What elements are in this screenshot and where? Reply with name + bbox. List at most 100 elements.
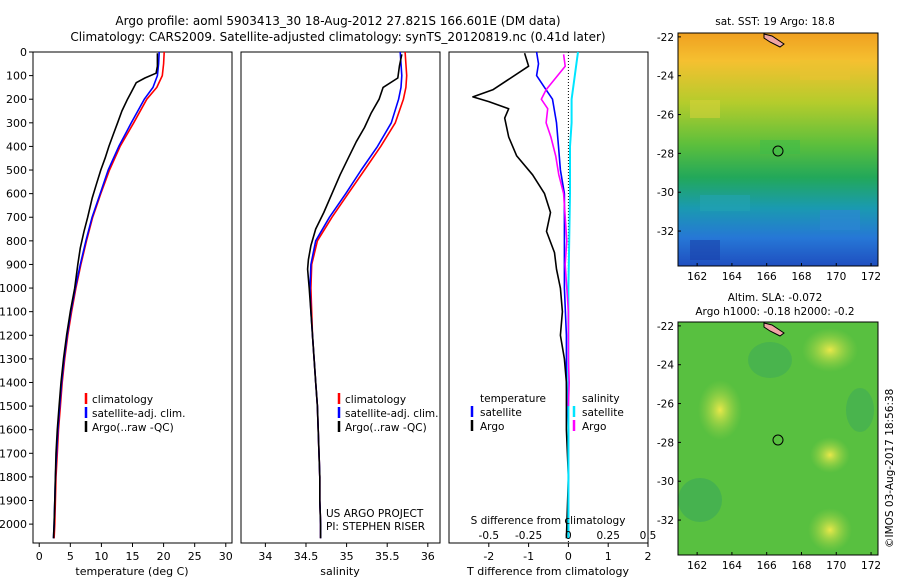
depth-tick-label: 1500 — [0, 400, 27, 413]
map-lon-tick-label: 164 — [722, 271, 742, 283]
depth-tick-label: 200 — [6, 93, 27, 106]
difference-plot-area — [448, 51, 649, 544]
series-line-salinity-argo — [540, 54, 571, 407]
x-tick-label: 1 — [605, 550, 612, 563]
island-shape — [763, 322, 785, 337]
sla-blob — [698, 380, 742, 440]
salinity-panel: 34 34.5 35 35.5 36 salinity climatology sate… — [240, 51, 441, 578]
s-tick-label: -0.25 — [515, 530, 542, 542]
s-tick-label: 0.25 — [597, 530, 620, 542]
x-tick-label: 2 — [645, 550, 652, 563]
sst-patch — [760, 140, 800, 154]
x-tick-label: 5 — [67, 550, 74, 563]
series-line-temperature-argo — [472, 52, 570, 539]
map-lat-tick-label: -32 — [657, 515, 674, 527]
t-difference-xlabel: T difference from climatology — [466, 565, 629, 578]
depth-tick-label: 400 — [6, 140, 27, 153]
salinity-xlabel: salinity — [320, 565, 360, 578]
argo-position-marker — [772, 434, 784, 446]
x-tick-label: 30 — [219, 550, 233, 563]
depth-tick-label: 100 — [6, 70, 27, 83]
x-tick-label: 10 — [94, 550, 108, 563]
depth-tick-label: 300 — [6, 117, 27, 130]
depth-tick-label: 1900 — [0, 495, 27, 508]
depth-tick-label: 1000 — [0, 282, 27, 295]
x-tick-label: 0 — [565, 550, 572, 563]
depth-tick-label: 1800 — [0, 471, 27, 484]
depth-tick-label: 0 — [20, 46, 27, 59]
depth-tick-label: 1300 — [0, 353, 27, 366]
x-tick-label: -2 — [483, 550, 494, 563]
sla-map-frame — [677, 321, 879, 556]
s-difference-xlabel: S difference from climatology — [471, 515, 626, 527]
depth-tick-label: 800 — [6, 235, 27, 248]
x-tick-label: 34 — [258, 550, 272, 563]
sla-blob — [802, 328, 858, 372]
x-tick-label: 35.5 — [375, 550, 400, 563]
map-lon-tick-label: 172 — [861, 560, 881, 572]
map-lon-tick-label: 172 — [861, 271, 881, 283]
map-lon-tick-label: 164 — [722, 560, 742, 572]
legend-label-s-satellite: satellite — [582, 407, 624, 419]
depth-tick-label: 2000 — [0, 518, 27, 531]
legend-label-climatology: climatology — [345, 394, 406, 406]
salinity-plot-area — [240, 51, 441, 544]
x-tick-label: 34.5 — [294, 550, 319, 563]
sla-blob — [808, 508, 852, 552]
map-lat-tick-label: -24 — [657, 71, 674, 83]
map-lat-tick-label: -26 — [657, 110, 674, 122]
figure-title-line2: Climatology: CARS2009. Satellite-adjuste… — [70, 30, 605, 44]
depth-tick-label: 700 — [6, 211, 27, 224]
map-lon-tick-label: 166 — [757, 271, 777, 283]
map-lat-tick-label: -22 — [657, 321, 674, 333]
map-lat-tick-label: -22 — [657, 32, 674, 44]
depth-tick-label: 600 — [6, 188, 27, 201]
x-tick-label: -1 — [523, 550, 534, 563]
map-lon-tick-label: 168 — [791, 271, 811, 283]
legend-label-climatology: climatology — [92, 394, 153, 406]
sla-blob — [748, 342, 792, 378]
legend-label-argo: Argo(..raw -QC) — [345, 422, 427, 434]
map-lat-tick-label: -32 — [657, 226, 674, 238]
map-lon-tick-label: 168 — [791, 560, 811, 572]
map-lon-tick-label: 162 — [687, 560, 707, 572]
x-tick-label: 35 — [340, 550, 354, 563]
sla-blob — [810, 437, 850, 473]
sst-patch — [690, 240, 720, 260]
sla-map-title-line2: Argo h1000: -0.18 h2000: -0.2 — [695, 306, 854, 318]
sst-map-title: sat. SST: 19 Argo: 18.8 — [715, 16, 835, 28]
legend-label-s-argo: Argo — [582, 421, 606, 433]
legend-label-argo: Argo(..raw -QC) — [92, 422, 174, 434]
project-annotation-line1: US ARGO PROJECT — [326, 508, 424, 520]
map-lat-tick-label: -24 — [657, 360, 674, 372]
series-line-argo-raw-qc- — [306, 54, 403, 539]
map-lat-tick-label: -28 — [657, 437, 674, 449]
map-lat-tick-label: -28 — [657, 148, 674, 160]
map-lon-tick-label: 162 — [687, 271, 707, 283]
argo-position-marker — [772, 145, 784, 157]
temperature-xlabel: temperature (deg C) — [75, 565, 188, 578]
sla-blob — [678, 478, 722, 522]
x-tick-label: 15 — [126, 550, 140, 563]
depth-tick-label: 1700 — [0, 447, 27, 460]
sst-texture — [690, 60, 860, 260]
sla-blob — [846, 388, 874, 432]
sst-map-frame — [677, 32, 879, 267]
depth-tick-label: 1400 — [0, 376, 27, 389]
x-tick-label: 20 — [157, 550, 171, 563]
sla-texture — [678, 328, 874, 552]
legend-label-t-argo: Argo — [480, 421, 504, 433]
depth-tick-label: 1100 — [0, 306, 27, 319]
sst-patch — [800, 60, 850, 80]
legend-heading-salinity: salinity — [582, 393, 620, 405]
sst-patch — [690, 100, 720, 118]
sla-map-title-line1: Altim. SLA: -0.072 — [728, 292, 823, 304]
temperature-legend: climatology satellite-adj. clim. Argo(..… — [84, 393, 185, 434]
map-lon-tick-label: 166 — [757, 560, 777, 572]
s-tick-label: 0 — [565, 530, 572, 542]
credit-text: ©IMOS 03-Aug-2017 18:56:38 — [884, 389, 896, 548]
temperature-plot-area — [32, 51, 233, 544]
sst-patch — [700, 195, 750, 211]
sla-map: Altim. SLA: -0.072 Argo h1000: -0.18 h20… — [657, 292, 881, 572]
